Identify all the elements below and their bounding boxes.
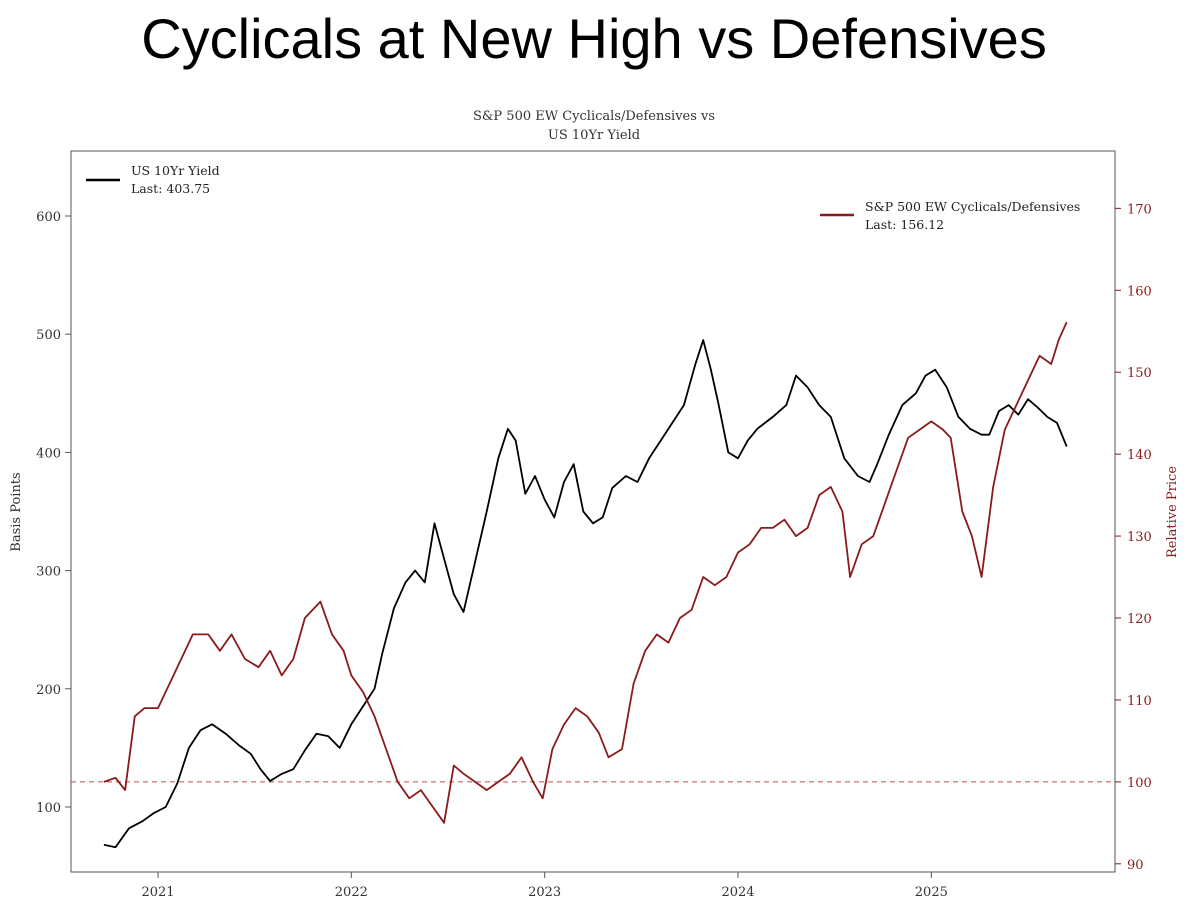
chart-subtitle: US 10Yr Yield (548, 128, 640, 143)
y-tick-label-left: 300 (36, 565, 61, 580)
legend-label-yield: US 10Yr Yield (131, 163, 220, 178)
x-tick-label: 2022 (335, 885, 368, 900)
legend-last-cyclicals: Last: 156.12 (865, 217, 944, 232)
legend-last-yield: Last: 403.75 (131, 181, 210, 196)
chart-title: S&P 500 EW Cyclicals/Defensives vs (473, 109, 715, 124)
y-tick-label-right: 150 (1127, 366, 1152, 381)
y-axis-label-left: Basis Points (9, 472, 24, 551)
y-tick-label-left: 400 (36, 446, 61, 461)
y-tick-label-left: 200 (36, 683, 61, 698)
y-tick-label-left: 100 (36, 801, 61, 816)
series-cyclicals-defensives (103, 321, 1068, 824)
y-axis-right: 90 100 110 120 130 140 150 160 170 (1115, 202, 1152, 873)
y-tick-label-right: 130 (1127, 530, 1152, 545)
plot-frame (70, 150, 1116, 873)
y-tick-label-right: 110 (1127, 694, 1152, 709)
y-axis-label-right: Relative Price (1165, 466, 1180, 558)
y-tick-label-right: 120 (1127, 612, 1152, 627)
y-tick-label-right: 90 (1127, 858, 1144, 873)
y-tick-label-right: 140 (1127, 448, 1152, 463)
legend-us-10yr-yield: US 10Yr Yield Last: 403.75 (86, 163, 220, 196)
y-tick-label-left: 600 (36, 210, 61, 225)
y-tick-label-right: 100 (1127, 776, 1152, 791)
x-tick-label: 2023 (528, 885, 561, 900)
x-axis: 2021 2022 2023 2024 2025 (141, 872, 948, 900)
y-axis-left: 100 200 300 400 500 600 (36, 210, 71, 816)
legend-label-cyclicals: S&P 500 EW Cyclicals/Defensives (865, 199, 1080, 214)
x-tick-label: 2025 (915, 885, 948, 900)
y-tick-label-right: 170 (1127, 202, 1152, 217)
y-tick-label-left: 500 (36, 328, 61, 343)
x-tick-label: 2024 (721, 885, 754, 900)
x-tick-label: 2021 (141, 885, 174, 900)
legend-cyclicals-defensives: S&P 500 EW Cyclicals/Defensives Last: 15… (820, 199, 1080, 232)
slide-title: Cyclicals at New High vs Defensives (141, 7, 1047, 70)
series-us-10yr-yield (103, 339, 1068, 849)
y-tick-label-right: 160 (1127, 284, 1152, 299)
